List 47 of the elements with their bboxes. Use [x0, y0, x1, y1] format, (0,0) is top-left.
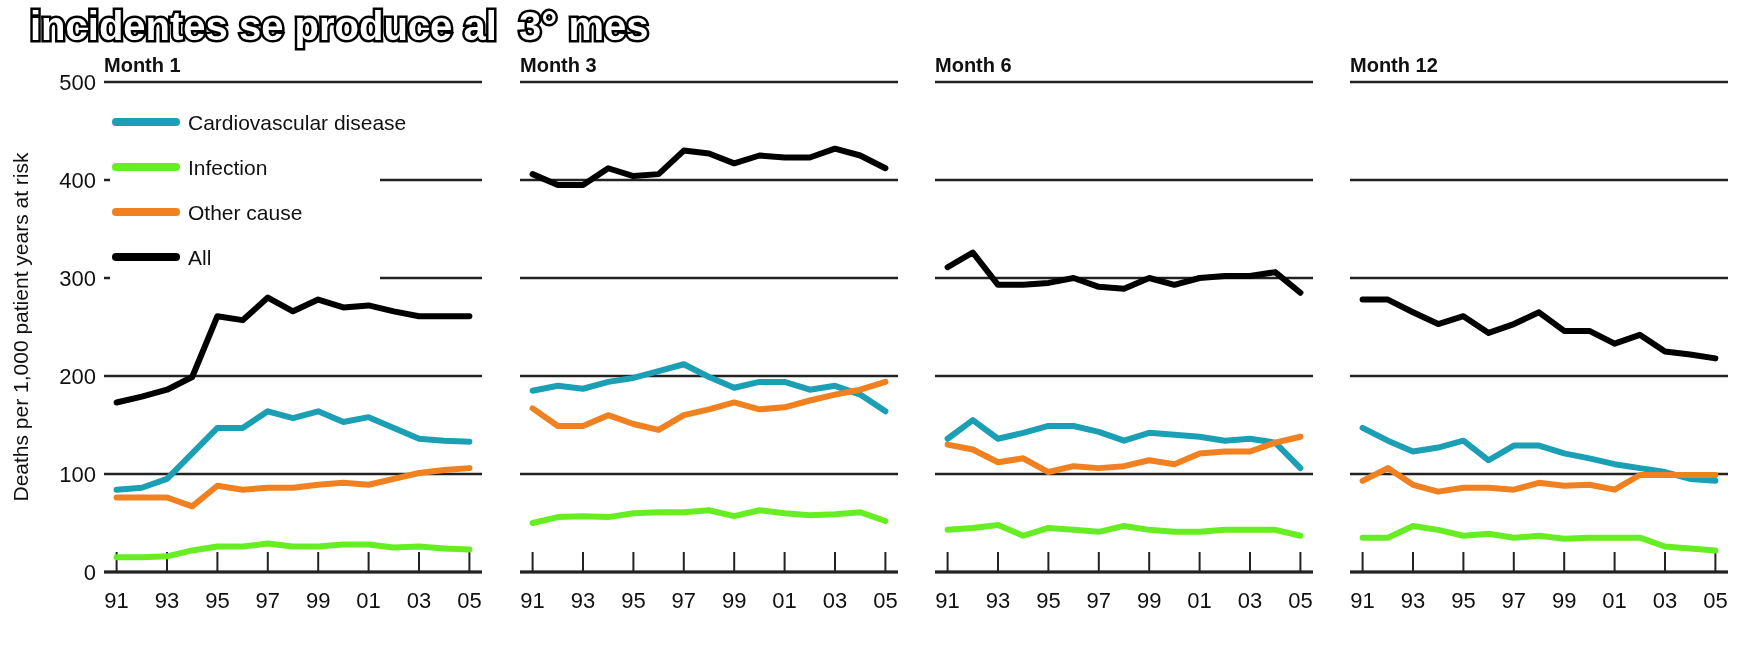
- x-tick-label: 91: [935, 588, 960, 613]
- x-tick-label: 97: [671, 588, 697, 613]
- chart-title: Month 6: [935, 54, 1012, 76]
- y-tick-label: 200: [59, 364, 96, 389]
- chart-title: Month 12: [1350, 54, 1438, 76]
- x-tick-label: 97: [1501, 588, 1527, 613]
- y-tick-label: 100: [59, 462, 96, 487]
- x-tick-label: 95: [621, 588, 646, 613]
- x-tick-label: 95: [1036, 588, 1061, 613]
- x-tick-label: 03: [1237, 588, 1263, 613]
- x-tick-label: 93: [570, 588, 596, 613]
- legend-label: Infection: [188, 156, 268, 179]
- x-tick-label: 05: [457, 588, 482, 613]
- x-tick-label: 01: [356, 588, 381, 613]
- x-tick-label: 05: [1288, 588, 1313, 613]
- x-tick-label: 93: [154, 588, 180, 613]
- legend-label: Other cause: [188, 201, 303, 224]
- y-tick-label: 500: [59, 70, 96, 95]
- x-tick-label: 05: [1703, 588, 1728, 613]
- x-tick-label: 01: [772, 588, 797, 613]
- x-tick-label: 97: [255, 588, 281, 613]
- chart-title: Month 3: [520, 54, 597, 76]
- x-tick-label: 03: [822, 588, 848, 613]
- x-tick-label: 91: [104, 588, 129, 613]
- x-tick-label: 95: [1451, 588, 1476, 613]
- x-tick-label: 03: [1652, 588, 1678, 613]
- x-tick-label: 01: [1602, 588, 1627, 613]
- y-tick-label: 0: [83, 560, 96, 585]
- y-axis-title: Deaths per 1,000 patient years at risk: [9, 151, 32, 502]
- y-tick-label: 400: [59, 168, 96, 193]
- x-tick-label: 99: [721, 588, 747, 613]
- chart-title: Month 1: [104, 54, 181, 76]
- legend-label: Cardiovascular disease: [188, 111, 407, 134]
- y-tick-label: 300: [59, 266, 96, 291]
- legend-label: All: [188, 246, 212, 269]
- x-tick-label: 97: [1086, 588, 1112, 613]
- x-tick-label: 01: [1187, 588, 1212, 613]
- x-tick-label: 99: [1551, 588, 1577, 613]
- x-tick-label: 99: [305, 588, 331, 613]
- x-tick-label: 95: [205, 588, 230, 613]
- x-tick-label: 91: [520, 588, 545, 613]
- x-tick-label: 93: [985, 588, 1011, 613]
- x-tick-label: 93: [1400, 588, 1426, 613]
- x-tick-label: 91: [1350, 588, 1375, 613]
- x-tick-label: 05: [873, 588, 898, 613]
- x-tick-label: 99: [1136, 588, 1162, 613]
- x-tick-label: 03: [406, 588, 432, 613]
